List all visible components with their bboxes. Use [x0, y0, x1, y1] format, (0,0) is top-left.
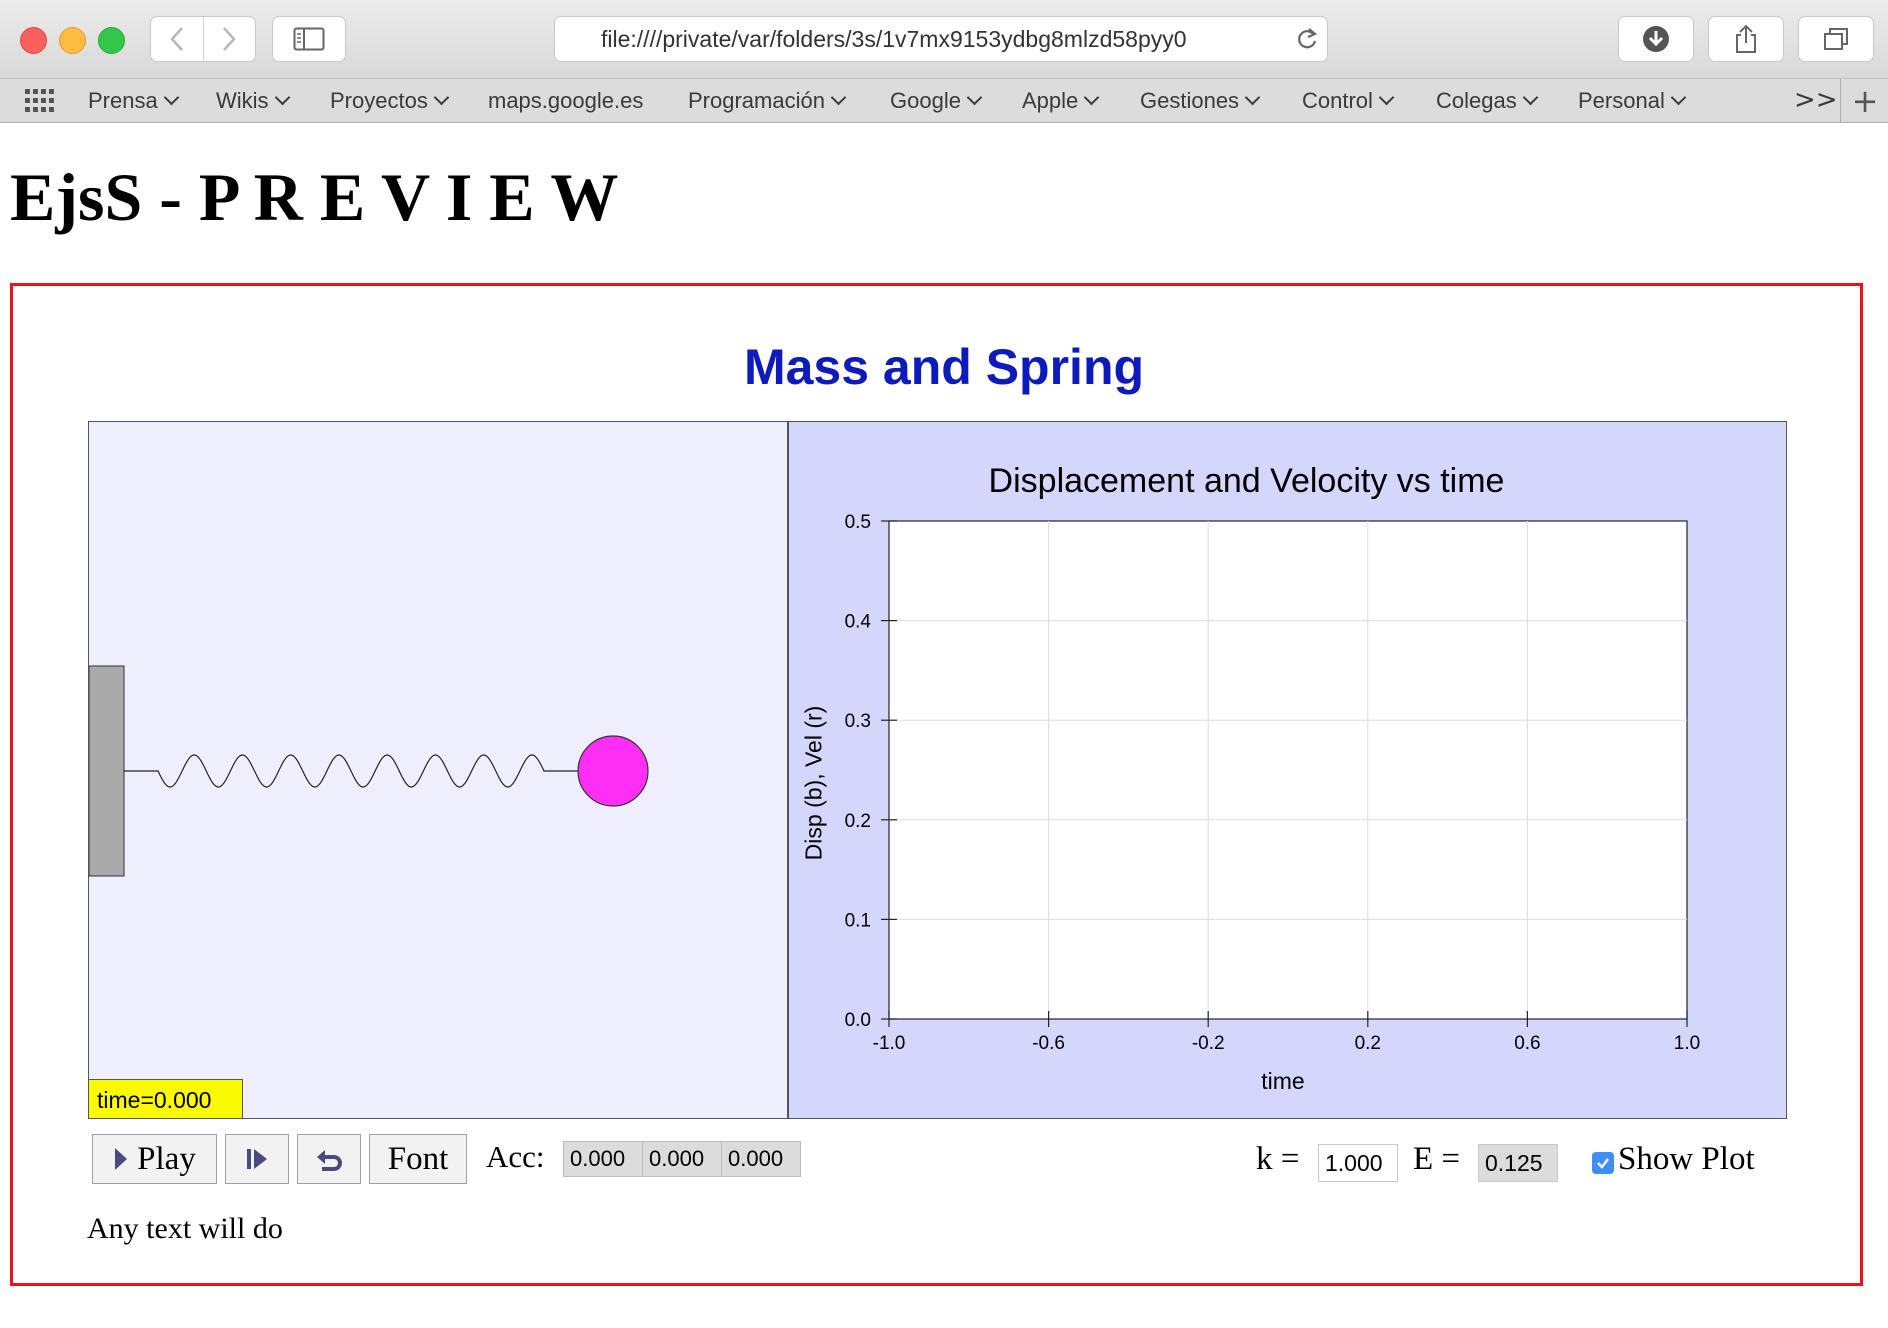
reset-icon [317, 1150, 342, 1171]
simulation-title: Mass and Spring [743, 339, 1145, 395]
bookmark-control[interactable]: Control [1302, 79, 1395, 122]
acc-label: Acc: [486, 1139, 545, 1174]
chevron-down-icon [163, 89, 179, 106]
bookmark-wikis[interactable]: Wikis [216, 79, 290, 122]
page-title: EjsS - P R E V I E W [10, 159, 619, 235]
chevron-down-icon [274, 89, 290, 106]
acc-field-z: 0.000 [721, 1141, 801, 1177]
play-icon [115, 1148, 128, 1170]
bookmark-maps[interactable]: maps.google.es [488, 88, 644, 113]
chevron-right-icon [223, 27, 236, 51]
bookmark-personal[interactable]: Personal [1578, 79, 1687, 122]
new-tab-button[interactable]: + [1840, 79, 1888, 122]
downloads-button[interactable] [1618, 16, 1694, 62]
tabs-icon [1824, 28, 1848, 50]
mass-ball[interactable] [577, 735, 649, 807]
font-button[interactable]: Font [369, 1134, 467, 1184]
bookmark-apple[interactable]: Apple [1022, 79, 1100, 122]
spring-scene [89, 665, 649, 877]
address-bar[interactable]: file:////private/var/folders/3s/1v7mx915… [554, 16, 1328, 62]
bookmark-google[interactable]: Google [890, 79, 983, 122]
chevron-down-icon [966, 89, 983, 106]
spring-drawing-panel[interactable] [88, 421, 788, 1119]
url-text[interactable]: file:////private/var/folders/3s/1v7mx915… [601, 25, 1187, 52]
e-label: E = [1413, 1141, 1461, 1177]
footer-text: Any text will do [87, 1212, 283, 1245]
show-plot-label: Show Plot [1618, 1141, 1755, 1177]
chevron-down-icon [1522, 89, 1538, 106]
show-sidebar-button[interactable] [272, 16, 346, 62]
time-readout: time=0.000 [88, 1079, 243, 1119]
bookmark-prensa[interactable]: Prensa [88, 79, 179, 122]
sidebar-icon [293, 27, 325, 51]
reload-icon [1298, 28, 1318, 49]
play-button[interactable]: Play [92, 1134, 217, 1184]
k-input[interactable]: 1.000 [1318, 1144, 1398, 1182]
chevron-down-icon [830, 89, 847, 106]
reset-button[interactable] [297, 1134, 361, 1184]
share-button[interactable] [1708, 16, 1784, 62]
back-button[interactable] [151, 17, 203, 61]
apps-grid-icon[interactable] [24, 87, 54, 113]
share-icon [1736, 24, 1756, 53]
minimize-window-button[interactable] [59, 27, 86, 54]
show-plot-checkbox[interactable] [1592, 1152, 1614, 1174]
browser-toolbar: file:////private/var/folders/3s/1v7mx915… [0, 0, 1888, 78]
history-navigation [150, 16, 256, 62]
acc-field-y: 0.000 [642, 1141, 722, 1177]
chevron-down-icon [1378, 89, 1395, 106]
bookmark-programacion[interactable]: Programación [688, 79, 847, 122]
checkmark-icon [1597, 1158, 1609, 1169]
download-icon [1643, 26, 1669, 52]
chevron-down-icon [1084, 89, 1100, 106]
reload-button[interactable] [1287, 26, 1327, 52]
zoom-window-button[interactable] [98, 27, 125, 54]
x-axis-label: time [1261, 1068, 1305, 1094]
more-bookmarks-button[interactable]: >> [1794, 85, 1838, 115]
step-button[interactable] [225, 1134, 289, 1184]
forward-button[interactable] [202, 17, 256, 61]
acc-field-x: 0.000 [563, 1141, 643, 1177]
bookmark-proyectos[interactable]: Proyectos [330, 79, 450, 122]
k-label: k = [1256, 1141, 1300, 1177]
tab-overview-button[interactable] [1798, 16, 1874, 62]
bookmarks-bar: Prensa Wikis Proyectos maps.google.es Pr… [0, 78, 1888, 123]
spring-coil [124, 754, 578, 788]
chevron-left-icon [170, 27, 183, 51]
plotting-panel[interactable] [788, 421, 1787, 1119]
chevron-down-icon [433, 89, 450, 106]
chevron-down-icon [1244, 89, 1261, 106]
step-icon [247, 1149, 267, 1169]
e-field: 0.125 [1478, 1144, 1558, 1182]
bookmark-gestiones[interactable]: Gestiones [1140, 79, 1261, 122]
wall-block [89, 665, 125, 877]
bookmark-colegas[interactable]: Colegas [1436, 79, 1538, 122]
close-window-button[interactable] [20, 27, 47, 54]
chevron-down-icon [1670, 89, 1687, 106]
plot-title: Displacement and Velocity vs time [988, 462, 1505, 500]
simulation-frame [10, 283, 1863, 1286]
